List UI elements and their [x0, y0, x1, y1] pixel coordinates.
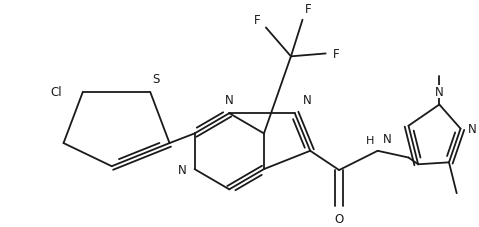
Text: O: O: [334, 212, 344, 225]
Text: F: F: [305, 3, 311, 16]
Text: N: N: [468, 123, 477, 136]
Text: Cl: Cl: [50, 86, 62, 99]
Text: N: N: [383, 132, 391, 145]
Text: N: N: [435, 85, 444, 98]
Text: H: H: [365, 135, 374, 145]
Text: F: F: [253, 13, 260, 26]
Text: S: S: [152, 73, 160, 86]
Text: N: N: [303, 94, 311, 107]
Text: F: F: [333, 48, 340, 61]
Text: N: N: [178, 163, 187, 176]
Text: N: N: [225, 94, 234, 107]
